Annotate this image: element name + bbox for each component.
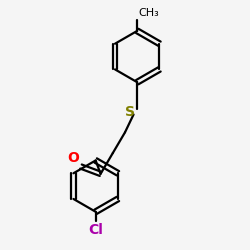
Text: O: O	[67, 151, 79, 165]
Text: CH₃: CH₃	[138, 8, 159, 18]
Text: S: S	[125, 104, 135, 118]
Text: Cl: Cl	[88, 223, 103, 237]
